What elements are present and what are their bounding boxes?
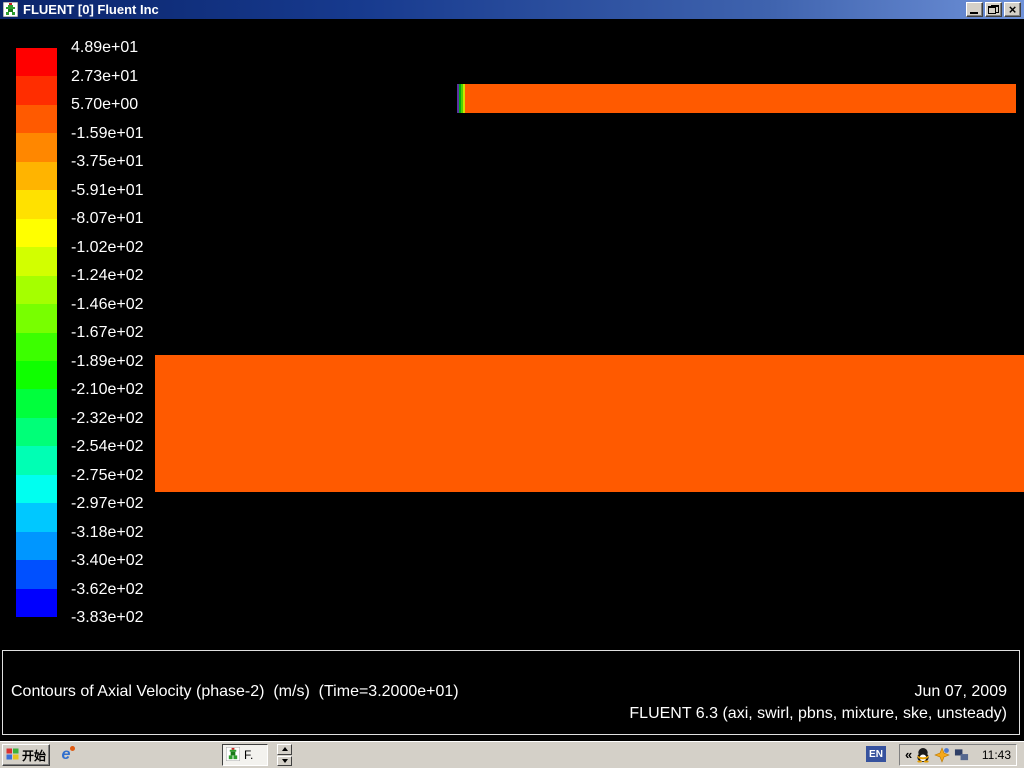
legend-value: -2.97e+02 (71, 495, 144, 512)
fluent-app-icon (2, 1, 19, 18)
legend-color-band (16, 503, 57, 532)
legend-color-band (16, 275, 57, 305)
legend-value: -2.10e+02 (71, 381, 144, 398)
legend-color-band (16, 531, 57, 561)
arrow-up-icon (281, 747, 288, 752)
legend-value: -3.40e+02 (71, 552, 144, 569)
start-button[interactable]: 开始 (2, 744, 50, 766)
legend-value: -8.07e+01 (71, 210, 144, 227)
inlet-stripe (463, 84, 465, 113)
legend-color-band (16, 446, 57, 475)
collapse-chevrons-icon[interactable]: « (905, 747, 913, 762)
legend-color-band (16, 76, 57, 105)
minimize-button[interactable] (966, 2, 983, 17)
legend-value: -1.46e+02 (71, 295, 144, 313)
legend-color-band (16, 104, 57, 134)
qq-penguin-icon[interactable] (915, 747, 931, 763)
legend-value: -3.75e+01 (71, 153, 144, 170)
legend-color-band (16, 389, 57, 418)
legend-value: 2.73e+01 (71, 67, 139, 85)
language-indicator[interactable]: EN (866, 746, 886, 762)
legend-value: -1.02e+02 (71, 238, 144, 256)
caption-date: Jun 07, 2009 (914, 683, 1007, 700)
legend-value: -1.67e+02 (71, 324, 144, 341)
inlet-gradient-strip (457, 84, 465, 113)
graphics-viewport[interactable]: 4.89e+01 2.73e+01 5.70e+00 -1.59e+01 -3.75e+… (0, 19, 1024, 741)
legend-value: -1.24e+02 (71, 267, 144, 284)
legend-value: -2.75e+02 (71, 466, 144, 484)
legend-value: -1.89e+02 (71, 352, 144, 370)
legend-color-band (16, 417, 57, 447)
legend-color-band (16, 247, 57, 276)
legend-value: 4.89e+01 (71, 39, 139, 56)
legend-color-band (16, 48, 57, 77)
legend-value: -1.59e+01 (71, 124, 144, 142)
inlet-stripe (461, 84, 463, 113)
fluent-icon (225, 746, 241, 764)
taskbar: 开始 e F. EN « (0, 741, 1024, 768)
start-label: 开始 (22, 748, 47, 763)
legend-color-band (16, 360, 57, 390)
legend-color-band (16, 304, 57, 333)
arrow-down-icon (281, 758, 288, 763)
network-monitors-icon[interactable] (953, 747, 969, 763)
legend-color-band (16, 588, 57, 618)
clock: 11:43 (981, 748, 1011, 762)
taskbar-scroll-up-button[interactable] (277, 744, 292, 755)
messenger-star-icon[interactable] (934, 747, 951, 763)
legend-color-band (16, 218, 57, 248)
caption-box: Contours of Axial Velocity (phase-2) (m/… (2, 650, 1020, 735)
legend-value: -2.32e+02 (71, 409, 144, 427)
titlebar[interactable]: FLUENT [0] Fluent Inc × (0, 0, 1024, 19)
legend-value: 5.70e+00 (71, 96, 139, 113)
minimize-icon (970, 12, 978, 14)
task-button-label: F. (244, 748, 254, 762)
taskbar-scroll (277, 744, 292, 766)
contour-lower-region (155, 355, 1024, 492)
legend-value: -5.91e+01 (71, 181, 144, 199)
caption-version: FLUENT 6.3 (axi, swirl, pbns, mixture, s… (629, 705, 1007, 722)
legend-value: -2.54e+02 (71, 438, 144, 455)
inlet-stripe (459, 84, 461, 113)
fluent-task-button[interactable]: F. (222, 744, 268, 766)
legend-labels: 4.89e+01 2.73e+01 5.70e+00 -1.59e+01 -3.75e+… (71, 40, 144, 626)
legend-colorbar (16, 48, 57, 618)
restore-button[interactable] (985, 2, 1002, 17)
legend-color-band (16, 190, 57, 219)
taskbar-scroll-down-button[interactable] (277, 755, 292, 766)
legend-color-band (16, 161, 57, 191)
caption-title: Contours of Axial Velocity (phase-2) (m/… (11, 683, 459, 700)
legend-value: -3.18e+02 (71, 523, 144, 541)
window-controls: × (966, 2, 1021, 17)
legend-value: -3.62e+02 (71, 580, 144, 598)
legend-color-band (16, 133, 57, 162)
close-button[interactable]: × (1004, 2, 1021, 17)
close-icon: × (1008, 2, 1017, 17)
contour-upper-jet (457, 84, 1016, 113)
quick-launch-ie-icon[interactable]: e (57, 746, 75, 764)
system-tray: « (899, 744, 1017, 766)
legend-color-band (16, 332, 57, 361)
legend-value: -3.83e+02 (71, 609, 144, 626)
window-title: FLUENT [0] Fluent Inc (23, 2, 159, 17)
restore-icon (988, 5, 999, 14)
legend-color-band (16, 474, 57, 504)
inlet-stripe (457, 84, 459, 113)
windows-flag-icon (6, 748, 19, 763)
legend-color-band (16, 560, 57, 589)
